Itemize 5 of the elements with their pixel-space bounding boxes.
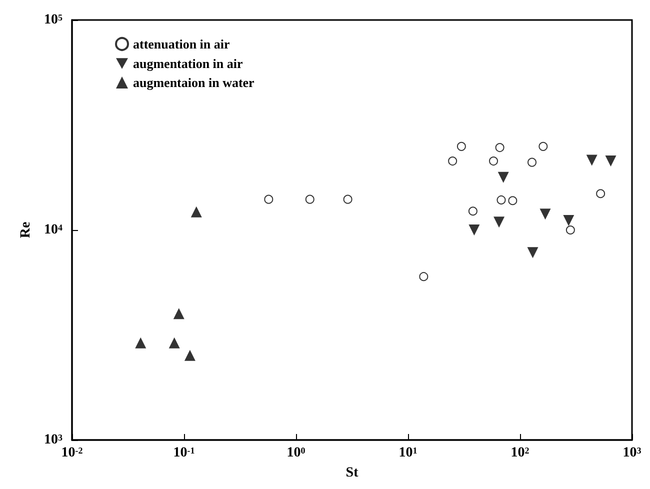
x-axis-title: St [346, 466, 359, 480]
y-axis-title: Re [18, 222, 34, 238]
legend-label: attenuation in air [133, 36, 230, 52]
legend-label: augmentation in air [133, 56, 244, 71]
legend-label: augmentaion in water [133, 75, 255, 90]
